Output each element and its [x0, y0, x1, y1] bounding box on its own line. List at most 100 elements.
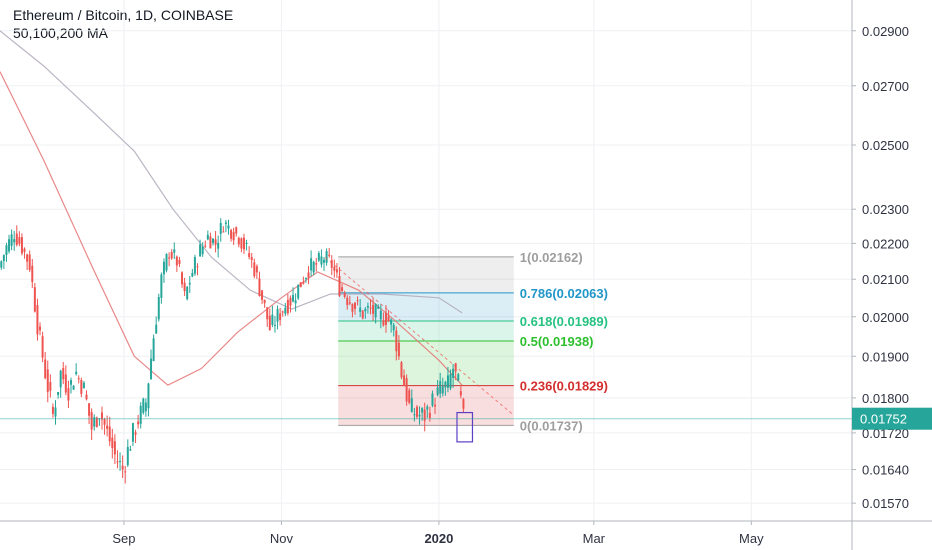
candle-body	[279, 313, 282, 320]
candle-body	[217, 242, 220, 249]
candle-body	[15, 233, 18, 245]
x-tick-label: 2020	[424, 531, 453, 546]
candle-body	[258, 278, 261, 296]
candle-body	[18, 237, 21, 244]
candle-body	[188, 282, 191, 285]
candle-body	[366, 305, 369, 308]
candle-body	[444, 381, 447, 388]
candle-body	[0, 261, 3, 268]
candle-body	[289, 297, 292, 306]
candle-body	[119, 460, 122, 462]
candle-body	[147, 383, 150, 409]
candle-body	[452, 368, 455, 378]
candle-body	[415, 406, 418, 417]
candle-body	[178, 259, 181, 264]
candle-body	[343, 293, 346, 297]
candle-body	[338, 276, 341, 296]
moving-average-line	[0, 30, 463, 314]
y-tick-label: 0.01900	[862, 349, 909, 364]
fib-zone	[338, 385, 514, 426]
candle-body	[449, 374, 452, 389]
y-tick-label: 0.02200	[862, 236, 909, 251]
candle-body	[315, 263, 318, 265]
candle-body	[292, 295, 295, 302]
candle-body	[403, 375, 406, 387]
candle-body	[59, 370, 62, 388]
fib-level-label: 0.5(0.01938)	[520, 334, 594, 349]
candle-body	[395, 330, 398, 352]
candle-body	[271, 314, 274, 325]
fib-level-label: 0.786(0.02063)	[520, 286, 608, 301]
y-tick-label: 0.01640	[862, 463, 909, 478]
fibonacci-retracement[interactable]: 1(0.02162) 0.786(0.02063) 0.618(0.01989) 0.…	[338, 250, 608, 433]
candle-body	[131, 423, 134, 442]
candle-body	[206, 234, 209, 240]
y-tick-label: 0.01570	[862, 496, 909, 511]
candle-body	[26, 254, 29, 262]
candle-body	[459, 391, 462, 396]
candle-body	[88, 403, 91, 416]
candle-body	[384, 312, 387, 325]
candle-body	[242, 237, 245, 250]
candle-body	[364, 308, 367, 312]
candle-body	[405, 378, 408, 402]
candle-body	[77, 378, 80, 380]
candle-body	[44, 359, 47, 379]
candle-body	[224, 222, 227, 225]
candle-body	[387, 316, 390, 322]
candle-body	[62, 368, 65, 380]
candle-body	[39, 326, 42, 331]
candle-body	[328, 254, 331, 256]
candle-body	[250, 257, 253, 261]
candle-body	[317, 253, 320, 261]
candle-body	[266, 307, 269, 320]
candle-body	[139, 405, 142, 424]
candle-body	[341, 287, 344, 291]
candle-body	[41, 336, 44, 358]
candle-body	[235, 227, 238, 234]
candle-body	[193, 257, 196, 274]
fib-level-label: 0.236(0.01829)	[520, 379, 608, 394]
candle-body	[121, 465, 124, 470]
candle-body	[346, 297, 349, 306]
y-tick-label: 0.02000	[862, 310, 909, 325]
candle-body	[8, 239, 11, 252]
candle-body	[191, 272, 194, 277]
candle-body	[325, 251, 328, 263]
candle-body	[281, 311, 284, 313]
candle-body	[113, 441, 116, 455]
candle-body	[263, 299, 266, 304]
y-tick-label: 0.02500	[862, 138, 909, 153]
candle-body	[160, 274, 163, 298]
candle-body	[374, 304, 377, 318]
candle-body	[382, 320, 385, 326]
last-price-badge	[852, 407, 932, 430]
candle-body	[142, 398, 145, 413]
candle-body	[261, 290, 264, 300]
candle-body	[454, 363, 457, 372]
candle-body	[320, 256, 323, 265]
candle-body	[240, 238, 243, 249]
candle-body	[157, 297, 160, 320]
candle-body	[232, 232, 235, 241]
y-tick-label: 0.01800	[862, 391, 909, 406]
candle-body	[129, 449, 132, 451]
candle-body	[462, 398, 465, 409]
candle-body	[222, 231, 225, 233]
candle-body	[330, 260, 333, 268]
candle-body	[323, 259, 326, 263]
candle-body	[134, 432, 137, 435]
candle-body	[183, 282, 186, 292]
candle-body	[426, 406, 429, 410]
drawings[interactable]	[0, 257, 852, 443]
candle-body	[276, 309, 279, 322]
x-tick-label: Nov	[270, 531, 294, 546]
candle-body	[214, 239, 217, 245]
candle-body	[31, 265, 34, 283]
indicator-legend[interactable]: 50,100,200 MA	[13, 25, 108, 41]
candle-body	[2, 255, 5, 262]
candle-body	[361, 310, 364, 319]
candle-body	[369, 307, 372, 309]
